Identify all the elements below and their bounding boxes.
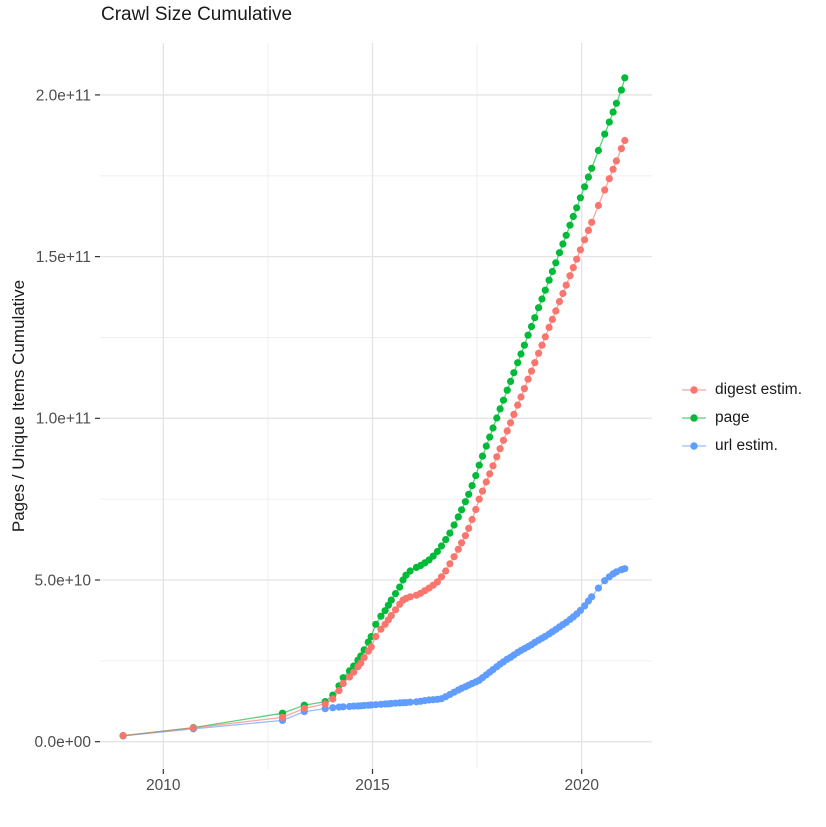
y-tick-label: 5.0e+10 <box>35 572 92 589</box>
y-tick-label: 1.0e+11 <box>36 411 91 428</box>
axis-tick-labels: 2010 2015 2020 0.0e+00 5.0e+10 1.0e+11 1.5e+11… <box>35 87 600 794</box>
y-tick-label: 2.0e+11 <box>36 87 91 104</box>
legend-label: digest estim. <box>715 381 803 398</box>
legend-key-digest-icon <box>682 386 706 394</box>
gridlines-minor <box>100 43 652 769</box>
legend-item-page: page <box>680 408 802 428</box>
series-url-estim <box>119 565 629 740</box>
legend: digest estim. page url estim. <box>680 380 802 464</box>
series-points <box>119 565 629 740</box>
legend-key-page-icon <box>682 414 706 422</box>
x-tick-label: 2015 <box>355 777 389 794</box>
series-points <box>119 74 629 740</box>
series-page <box>119 74 629 740</box>
legend-label: url estim. <box>715 437 778 454</box>
gridlines-major <box>100 43 652 769</box>
y-tick-label: 0.0e+00 <box>35 734 92 751</box>
axis-ticks <box>95 94 583 774</box>
series-line <box>123 568 625 737</box>
legend-key-url-icon <box>682 442 706 450</box>
legend-item-url-estim: url estim. <box>680 436 802 456</box>
x-tick-label: 2010 <box>146 777 181 794</box>
series-digest-estim <box>119 136 629 740</box>
x-tick-label: 2020 <box>564 777 599 794</box>
series-points <box>119 136 629 740</box>
y-tick-label: 1.5e+11 <box>36 249 91 266</box>
legend-item-digest-estim: digest estim. <box>680 380 802 400</box>
legend-label: page <box>715 409 750 426</box>
chart-title: Crawl Size Cumulative <box>101 4 293 25</box>
